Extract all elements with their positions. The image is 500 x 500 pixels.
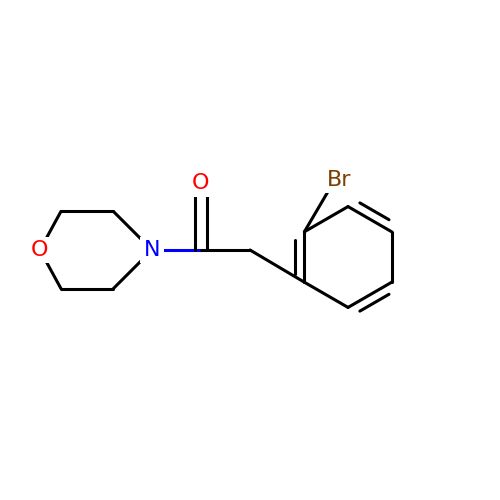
Text: O: O xyxy=(192,174,210,194)
Text: Br: Br xyxy=(326,170,351,190)
Text: O: O xyxy=(31,240,48,260)
Text: N: N xyxy=(144,240,160,260)
